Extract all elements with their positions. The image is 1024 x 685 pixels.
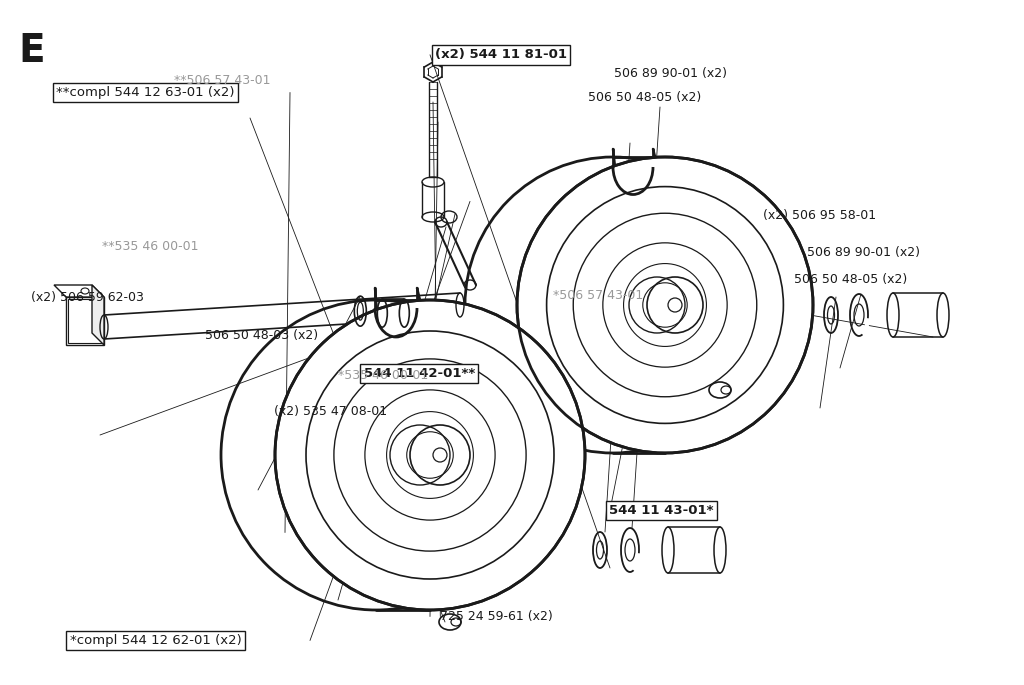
Text: (x2) 535 47 08-01: (x2) 535 47 08-01 bbox=[274, 405, 387, 417]
Polygon shape bbox=[54, 285, 104, 297]
Bar bbox=[66, 297, 104, 345]
Text: **535 46 00-01: **535 46 00-01 bbox=[102, 240, 199, 253]
Ellipse shape bbox=[275, 300, 585, 610]
Bar bbox=[68, 299, 102, 343]
Text: **compl 544 12 63-01 (x2): **compl 544 12 63-01 (x2) bbox=[56, 86, 234, 99]
Text: *compl 544 12 62-01 (x2): *compl 544 12 62-01 (x2) bbox=[70, 634, 242, 647]
Text: E: E bbox=[18, 32, 45, 70]
Text: 725 24 59-61 (x2): 725 24 59-61 (x2) bbox=[440, 610, 553, 623]
Text: (x2) 506 95 58-01: (x2) 506 95 58-01 bbox=[763, 210, 876, 222]
Text: **506 57 43-01: **506 57 43-01 bbox=[174, 75, 270, 87]
Text: 506 89 90-01 (x2): 506 89 90-01 (x2) bbox=[614, 67, 727, 79]
Text: *506 57 43-01: *506 57 43-01 bbox=[553, 290, 643, 302]
Text: 544 11 43-01*: 544 11 43-01* bbox=[609, 504, 714, 516]
Text: 544 11 42-01**: 544 11 42-01** bbox=[364, 367, 475, 379]
Text: *535 46 00-01: *535 46 00-01 bbox=[338, 369, 428, 382]
Text: (x2) 506 59 62-03: (x2) 506 59 62-03 bbox=[31, 292, 143, 304]
Text: (x2) 544 11 81-01: (x2) 544 11 81-01 bbox=[435, 49, 567, 61]
Polygon shape bbox=[92, 285, 104, 345]
Ellipse shape bbox=[517, 157, 813, 453]
Text: 506 50 48-05 (x2): 506 50 48-05 (x2) bbox=[794, 273, 907, 286]
Text: 506 50 48-03 (x2): 506 50 48-03 (x2) bbox=[205, 329, 317, 342]
Text: 506 89 90-01 (x2): 506 89 90-01 (x2) bbox=[807, 246, 920, 258]
Text: 506 50 48-05 (x2): 506 50 48-05 (x2) bbox=[588, 92, 701, 104]
